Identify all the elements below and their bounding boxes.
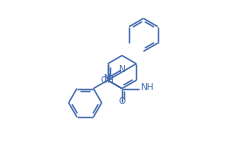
Text: O: O <box>119 97 125 106</box>
Text: N: N <box>103 74 110 83</box>
Text: N: N <box>118 66 124 75</box>
Text: OH: OH <box>101 76 115 85</box>
Text: NH: NH <box>141 83 154 92</box>
